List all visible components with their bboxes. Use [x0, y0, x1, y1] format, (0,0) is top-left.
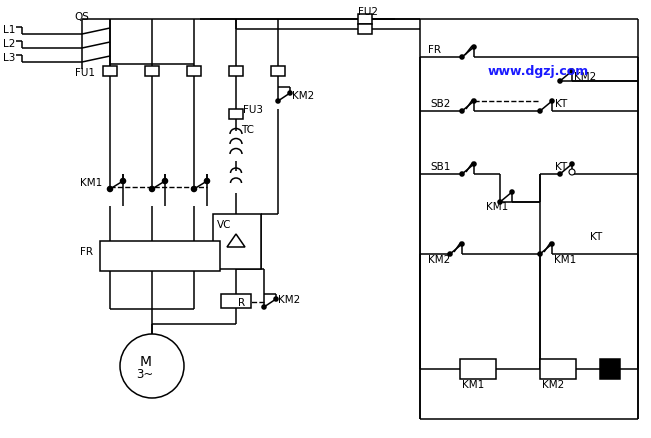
- Circle shape: [274, 297, 278, 301]
- Bar: [358, 25, 372, 35]
- Text: FR: FR: [80, 247, 93, 256]
- Circle shape: [570, 162, 574, 166]
- Circle shape: [262, 305, 266, 309]
- Text: KM2: KM2: [428, 254, 450, 265]
- Text: FU1: FU1: [75, 68, 95, 78]
- Circle shape: [538, 110, 542, 114]
- Text: VC: VC: [217, 219, 232, 230]
- Bar: [229, 110, 243, 120]
- Circle shape: [150, 187, 154, 192]
- Circle shape: [163, 179, 167, 184]
- Bar: [213, 215, 261, 269]
- Text: KM2: KM2: [278, 294, 300, 304]
- Text: FU3: FU3: [243, 105, 263, 115]
- Circle shape: [191, 187, 197, 192]
- Text: KM1: KM1: [554, 254, 576, 265]
- Text: KM2: KM2: [292, 91, 314, 101]
- Bar: [145, 67, 159, 77]
- Circle shape: [510, 191, 514, 194]
- Circle shape: [107, 187, 113, 192]
- Text: KM2: KM2: [574, 72, 596, 82]
- Circle shape: [460, 56, 464, 60]
- Circle shape: [120, 179, 126, 184]
- Circle shape: [472, 100, 476, 104]
- Text: KM1: KM1: [462, 379, 484, 389]
- Circle shape: [460, 173, 464, 177]
- Text: KT: KT: [590, 231, 602, 241]
- Polygon shape: [227, 234, 245, 247]
- Circle shape: [448, 252, 452, 256]
- Bar: [100, 241, 220, 272]
- Text: FR: FR: [428, 45, 441, 55]
- Text: KT: KT: [555, 99, 567, 109]
- Circle shape: [472, 162, 476, 166]
- Bar: [460, 359, 496, 379]
- Text: SB1: SB1: [430, 162, 450, 172]
- Text: L2: L2: [3, 39, 16, 49]
- Bar: [229, 67, 243, 77]
- Bar: [221, 294, 251, 308]
- Circle shape: [558, 80, 562, 84]
- Bar: [271, 67, 285, 77]
- Text: M: M: [140, 354, 152, 368]
- Circle shape: [550, 100, 554, 104]
- Circle shape: [472, 46, 476, 50]
- Bar: [600, 359, 620, 379]
- Circle shape: [460, 110, 464, 114]
- Circle shape: [120, 334, 184, 398]
- Text: SB2: SB2: [430, 99, 450, 109]
- Bar: [358, 15, 372, 25]
- Bar: [540, 359, 576, 379]
- Text: L1: L1: [3, 25, 16, 35]
- Circle shape: [558, 173, 562, 177]
- Circle shape: [570, 70, 574, 74]
- Text: KM2: KM2: [542, 379, 564, 389]
- Text: www.dgzj.com: www.dgzj.com: [488, 65, 589, 78]
- Text: FU2: FU2: [358, 7, 378, 17]
- Circle shape: [276, 100, 280, 104]
- Text: R: R: [238, 297, 245, 307]
- Text: TC: TC: [241, 125, 254, 135]
- Text: KT: KT: [555, 162, 567, 172]
- Bar: [103, 67, 117, 77]
- Circle shape: [288, 92, 292, 96]
- Circle shape: [460, 243, 464, 247]
- Text: QS: QS: [74, 12, 89, 22]
- Circle shape: [498, 201, 502, 205]
- Text: KM1: KM1: [486, 201, 508, 212]
- Circle shape: [204, 179, 210, 184]
- Circle shape: [538, 252, 542, 256]
- Bar: [187, 67, 201, 77]
- Text: 3~: 3~: [136, 367, 153, 381]
- Text: KM1: KM1: [80, 177, 102, 187]
- Circle shape: [550, 243, 554, 247]
- Text: L3: L3: [3, 53, 16, 63]
- Circle shape: [569, 170, 575, 176]
